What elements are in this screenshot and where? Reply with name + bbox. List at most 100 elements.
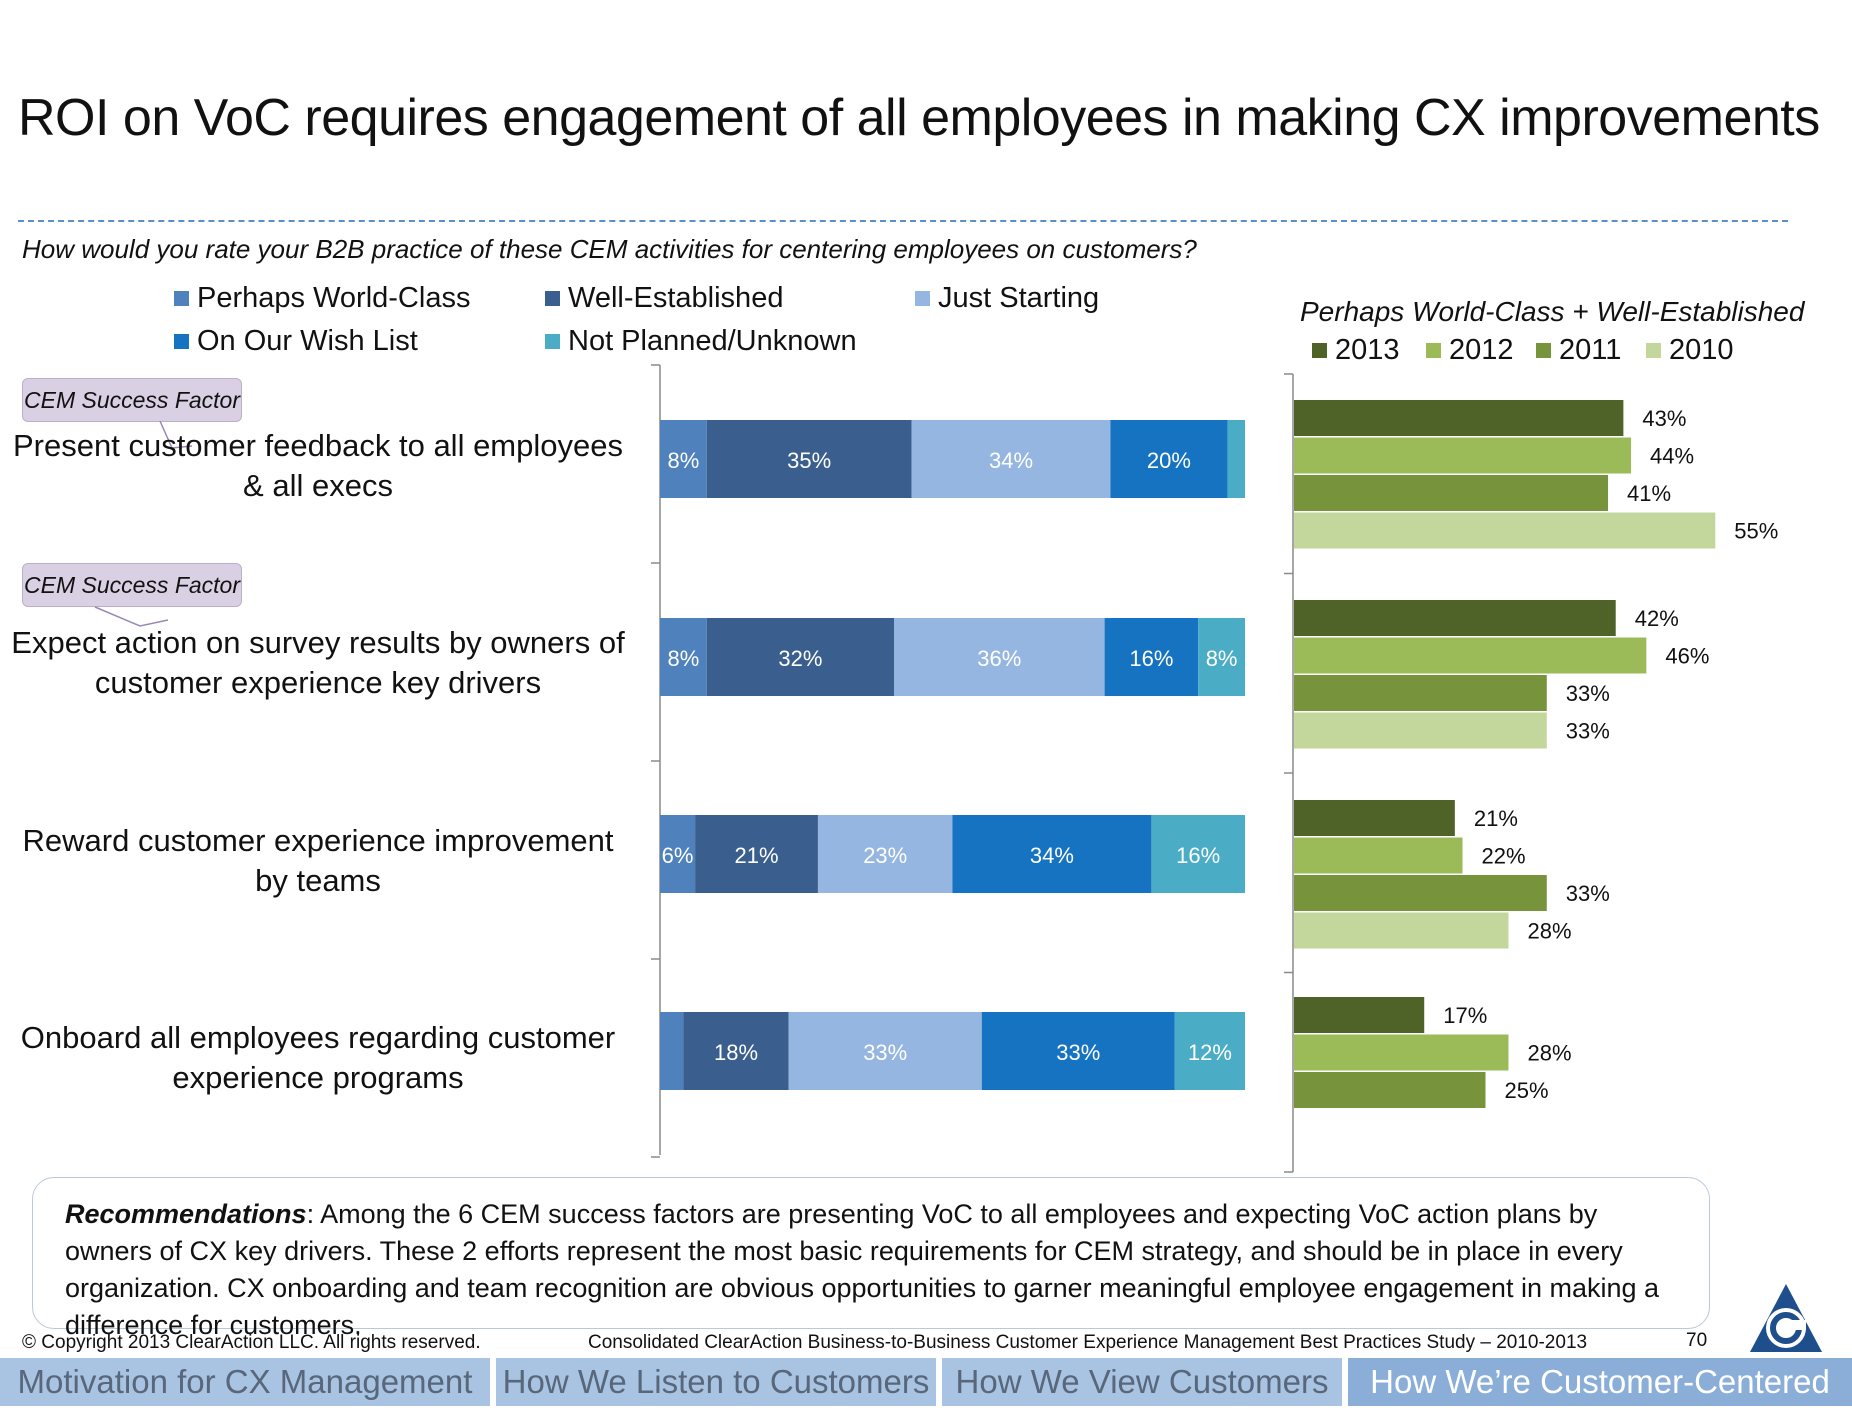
bar-value-label: 33% bbox=[1566, 881, 1610, 906]
stacked-bar-segment bbox=[894, 618, 1105, 696]
stacked-bar-segment bbox=[660, 815, 696, 893]
callout-label: CEM Success Factor bbox=[24, 386, 240, 413]
grouped-bar bbox=[1294, 512, 1716, 549]
bar-value-label: 33% bbox=[1056, 1040, 1100, 1065]
legend-swatch bbox=[1536, 343, 1551, 358]
bar-value-label: 17% bbox=[1443, 1003, 1487, 1028]
stacked-bar-segment bbox=[952, 815, 1152, 893]
grouped-bar bbox=[1294, 712, 1547, 749]
bar-value-label: 33% bbox=[1566, 719, 1610, 744]
grouped-bar bbox=[1294, 837, 1463, 874]
stacked-bar-segment bbox=[911, 420, 1111, 498]
bar-value-label: 46% bbox=[1665, 644, 1709, 669]
bar-value-label: 28% bbox=[1527, 919, 1571, 944]
stacked-bar-segment bbox=[695, 815, 818, 893]
legend-label: Just Starting bbox=[938, 282, 1100, 314]
stacked-bar-segment bbox=[1110, 420, 1228, 498]
grouped-bar bbox=[1294, 637, 1647, 674]
legend-item-2013: 2013 bbox=[1312, 334, 1400, 367]
cem-success-factor-callout: CEM Success Factor bbox=[22, 378, 242, 422]
callout-pointer bbox=[94, 606, 169, 627]
legend-label: Well-Established bbox=[568, 282, 784, 314]
row-label-present-feedback: Present customer feedback to all employe… bbox=[8, 426, 628, 506]
nav-tab-listen[interactable]: How We Listen to Customers bbox=[496, 1358, 936, 1406]
recommendation-body: : Among the 6 CEM success factors are pr… bbox=[65, 1199, 1660, 1340]
legend-label: 2013 bbox=[1335, 334, 1400, 366]
bar-value-label: 25% bbox=[1505, 1078, 1549, 1103]
nav-tab-motivation[interactable]: Motivation for CX Management bbox=[0, 1358, 490, 1406]
row-label-line: & all execs bbox=[243, 468, 393, 503]
row-label-line: Reward customer experience improvement bbox=[22, 823, 614, 858]
stacked-bar-chart: 8% 35% 34% 20% 8% 32% 36% 16% 8% 6% 21% 23% 34% 16% 18… bbox=[651, 364, 1245, 1158]
grouped-bar bbox=[1294, 600, 1616, 636]
bar-value-label: 20% bbox=[1147, 448, 1191, 473]
nav-tab-view[interactable]: How We View Customers bbox=[942, 1358, 1342, 1406]
row-label-expect-action: Expect action on survey results by owner… bbox=[8, 623, 628, 703]
legend-item-on-our-wish-list: On Our Wish List bbox=[174, 325, 418, 358]
callout-label: CEM Success Factor bbox=[24, 571, 240, 598]
grouped-bar bbox=[1294, 912, 1509, 949]
legend-item-well-established: Well-Established bbox=[545, 282, 783, 315]
bar-value-label: 21% bbox=[735, 843, 779, 868]
copyright: © Copyright 2013 ClearAction LLC. All ri… bbox=[22, 1332, 481, 1353]
recommendation-box bbox=[32, 1177, 1710, 1329]
bar-value-label: 34% bbox=[1030, 843, 1074, 868]
grouped-bar bbox=[1294, 997, 1425, 1033]
row-label-line: Expect action on survey results by owner… bbox=[11, 625, 625, 660]
bar-value-label: 35% bbox=[787, 448, 831, 473]
grouped-bar bbox=[1294, 475, 1609, 511]
nav-tab-label: How We View Customers bbox=[955, 1363, 1329, 1400]
row-label-onboard: Onboard all employees regarding customer… bbox=[8, 1018, 628, 1098]
nav-tab-customer-centered[interactable]: How We’re Customer-Centered bbox=[1348, 1358, 1852, 1406]
stacked-bar-segment bbox=[1104, 618, 1199, 696]
stacked-bar-segment bbox=[660, 420, 707, 498]
stacked-bar-segment bbox=[1151, 815, 1245, 893]
bar-value-label: 41% bbox=[1627, 481, 1671, 506]
bar-value-label: 16% bbox=[1176, 843, 1220, 868]
row-label-line: Onboard all employees regarding customer bbox=[20, 1020, 616, 1055]
bar-value-label: 16% bbox=[1129, 646, 1173, 671]
nav-tab-label: How We’re Customer-Centered bbox=[1370, 1363, 1830, 1400]
grouped-bar bbox=[1294, 875, 1547, 911]
legend-label: 2011 bbox=[1559, 334, 1622, 366]
bar-value-label: 43% bbox=[1642, 406, 1686, 431]
bar-value-label: 23% bbox=[863, 843, 907, 868]
legend-label: Perhaps World-Class bbox=[197, 282, 471, 314]
legend-item-2011: 2011 bbox=[1536, 334, 1621, 367]
bar-value-label: 34% bbox=[989, 448, 1033, 473]
stacked-bar-segment bbox=[1174, 1012, 1245, 1090]
bar-value-label: 36% bbox=[977, 646, 1021, 671]
legend-item-2010: 2010 bbox=[1646, 334, 1734, 367]
grouped-bar bbox=[1294, 675, 1547, 711]
stacked-bar-segment bbox=[660, 1012, 684, 1090]
legend-label: On Our Wish List bbox=[197, 325, 418, 357]
grouped-bar bbox=[1294, 800, 1455, 836]
row-label-line: experience programs bbox=[172, 1060, 464, 1095]
bar-value-label: 6% bbox=[662, 843, 694, 868]
legend-swatch bbox=[545, 291, 560, 306]
page-title: ROI on VoC requires engagement of all em… bbox=[18, 89, 1820, 147]
legend-swatch bbox=[174, 334, 189, 349]
stacked-bar-segment bbox=[1227, 420, 1245, 498]
nav-tab-label: Motivation for CX Management bbox=[17, 1363, 473, 1400]
legend-item-2012: 2012 bbox=[1426, 334, 1514, 367]
grouped-bar bbox=[1294, 437, 1632, 474]
legend-label: Not Planned/Unknown bbox=[568, 325, 857, 357]
bar-value-label: 18% bbox=[714, 1040, 758, 1065]
grouped-bar bbox=[1294, 1072, 1486, 1108]
row-label-line: Present customer feedback to all employe… bbox=[13, 428, 623, 463]
stacked-bar-segment bbox=[817, 815, 953, 893]
legend-label: 2010 bbox=[1669, 334, 1734, 366]
study-name: Consolidated ClearAction Business-to-Bus… bbox=[588, 1332, 1588, 1353]
stacked-bar-segment bbox=[660, 618, 707, 696]
legend-swatch bbox=[1426, 343, 1441, 358]
legend-swatch bbox=[1646, 343, 1661, 358]
recommendation-text: Recommendations: Among the 6 CEM success… bbox=[65, 1196, 1685, 1344]
bar-value-label: 33% bbox=[1566, 681, 1610, 706]
cem-success-factor-callout: CEM Success Factor bbox=[22, 563, 242, 607]
stacked-bar-segment bbox=[706, 618, 894, 696]
bar-value-label: 12% bbox=[1188, 1040, 1232, 1065]
stacked-bar-segment bbox=[706, 420, 912, 498]
bar-value-label: 21% bbox=[1474, 806, 1518, 831]
stacked-bar-segment bbox=[1198, 618, 1245, 696]
